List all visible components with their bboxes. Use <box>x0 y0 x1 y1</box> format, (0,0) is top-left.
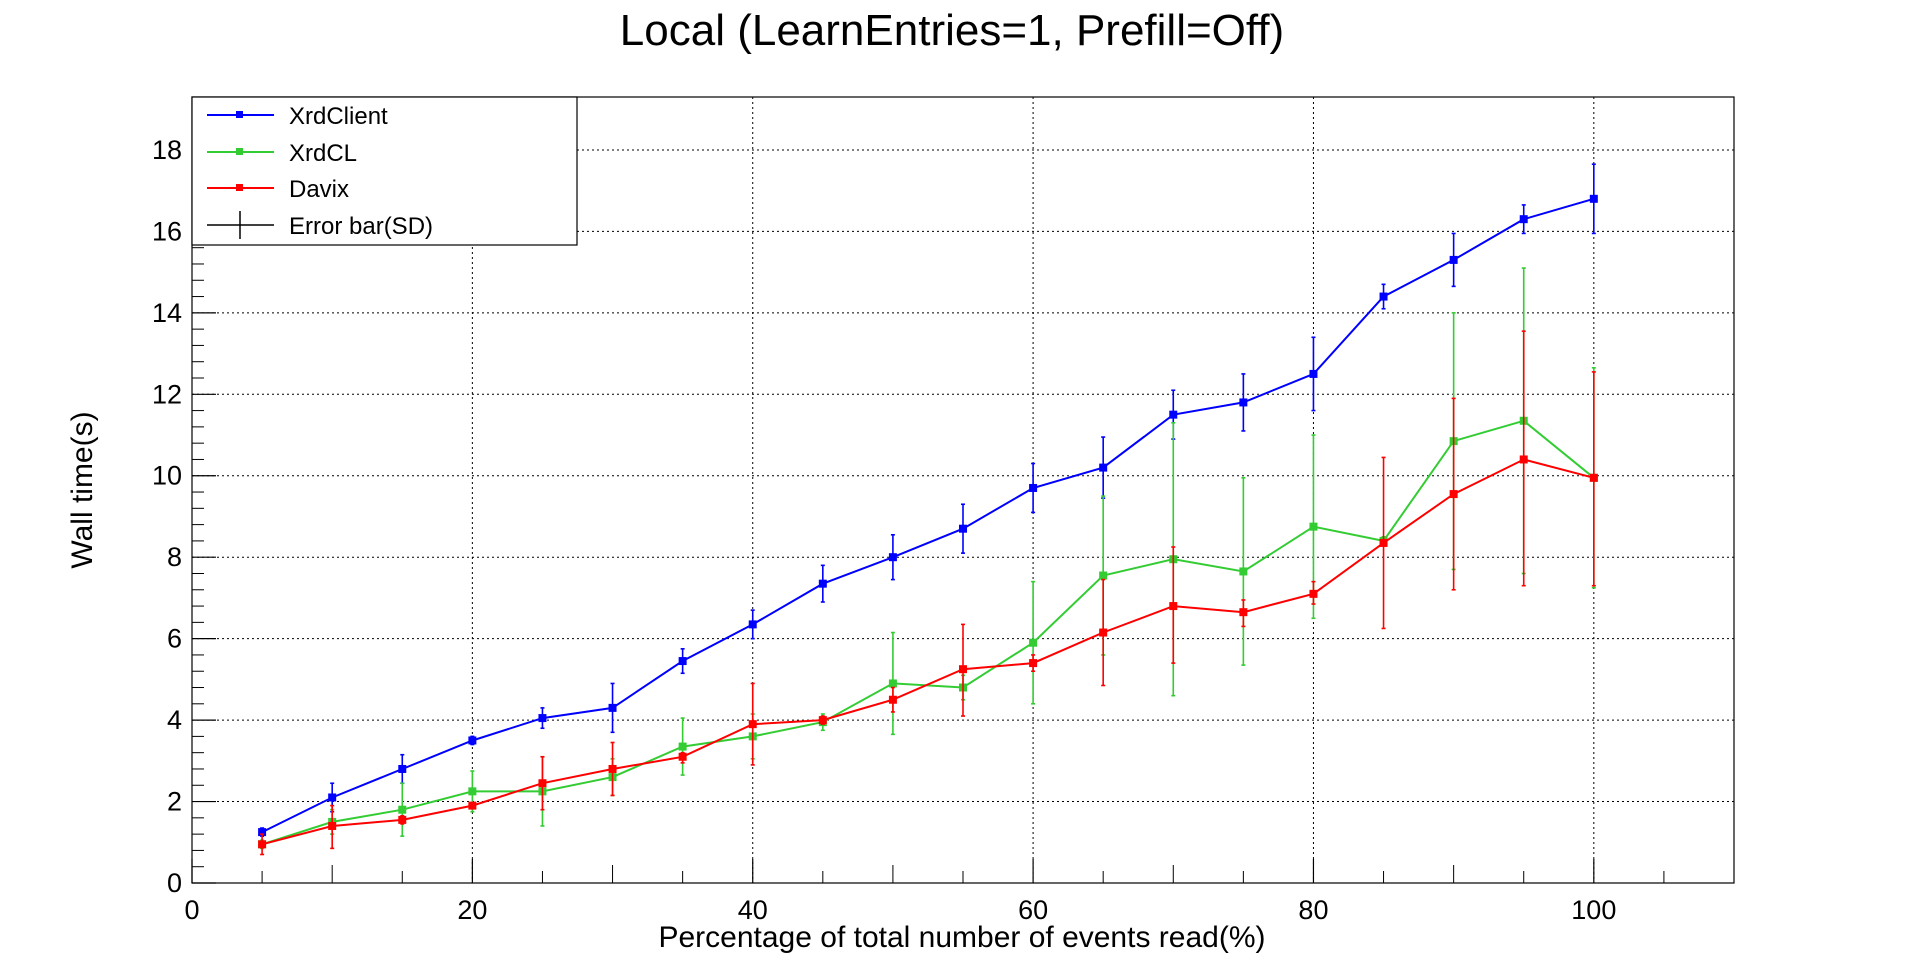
xrdcl-point <box>398 805 407 814</box>
y-tick-label: 2 <box>167 787 182 817</box>
davix-point <box>1239 608 1248 617</box>
xrdclient-point <box>748 620 757 629</box>
xrdcl-point <box>1029 638 1038 647</box>
xrdclient-point <box>1449 255 1458 264</box>
x-tick-label: 100 <box>1571 895 1616 925</box>
y-tick-label: 16 <box>152 216 182 246</box>
davix-point <box>1589 473 1598 482</box>
legend-label-xrdcl: XrdCL <box>289 140 357 167</box>
x-axis: 0 20 40 60 80 100 <box>184 859 1735 925</box>
xrdclient-point <box>328 793 337 802</box>
y-tick-label: 8 <box>167 542 182 572</box>
xrdclient-point <box>818 579 827 588</box>
xrdclient-point <box>538 714 547 723</box>
x-tick-label: 20 <box>457 895 487 925</box>
davix-point <box>1169 602 1178 611</box>
davix-point <box>1099 628 1108 637</box>
xrdcl-line <box>261 419 1595 846</box>
xrdcl-point <box>1099 571 1108 580</box>
davix-point <box>888 695 897 704</box>
x-tick-label: 40 <box>738 895 768 925</box>
xrdclient-point <box>1239 398 1248 407</box>
series-davix <box>258 330 1598 856</box>
xrdcl-point <box>1309 522 1318 531</box>
xrdclient-point <box>398 764 407 773</box>
legend-marker-xrdclient <box>236 111 243 118</box>
y-axis: 0 2 4 6 8 10 12 14 16 18 <box>152 100 216 898</box>
xrdcl-point <box>678 742 687 751</box>
xrdclient-point <box>888 553 897 562</box>
davix-point <box>608 764 617 773</box>
series-xrdclient <box>258 163 1598 837</box>
davix-point <box>258 840 267 849</box>
xrdclient-point <box>258 828 267 837</box>
xrdclient-line <box>261 197 1595 833</box>
davix-point <box>959 665 967 674</box>
y-axis-label: Wall time(s) <box>66 411 99 568</box>
xrdcl-point <box>888 679 897 688</box>
xrdclient-point <box>1589 194 1598 203</box>
davix-point <box>1449 490 1458 499</box>
legend-marker-xrdcl <box>236 148 243 155</box>
legend: XrdClient XrdCL Davix Error bar(SD) <box>191 96 578 246</box>
xrdclient-point <box>678 657 687 666</box>
davix-line <box>261 458 1595 846</box>
davix-point <box>398 815 407 824</box>
y-tick-label: 0 <box>167 868 182 898</box>
y-tick-label: 18 <box>152 135 182 165</box>
xrdclient-point <box>608 703 617 712</box>
davix-point <box>1309 589 1318 598</box>
x-tick-label: 0 <box>184 895 199 925</box>
davix-point <box>1379 538 1388 547</box>
y-tick-label: 4 <box>167 705 182 735</box>
y-tick-label: 10 <box>152 461 182 491</box>
x-tick-label: 60 <box>1018 895 1048 925</box>
davix-point <box>748 720 757 729</box>
xrdclient-point <box>1519 215 1528 224</box>
y-tick-label: 12 <box>152 379 182 409</box>
xrdclient-point <box>1029 483 1038 492</box>
xrdclient-point <box>1379 292 1388 301</box>
series-layer <box>258 163 1598 856</box>
davix-point <box>468 801 477 810</box>
xrdclient-point <box>468 736 477 745</box>
chart-title: Local (LearnEntries=1, Prefill=Off) <box>620 6 1284 55</box>
y-tick-label: 14 <box>152 298 182 328</box>
davix-point <box>1519 455 1528 464</box>
xrdclient-point <box>1099 463 1108 472</box>
davix-point <box>328 821 337 830</box>
xrdcl-point <box>468 787 477 796</box>
legend-label-xrdclient: XrdClient <box>289 103 388 130</box>
xrdclient-point <box>959 524 967 533</box>
legend-label-davix: Davix <box>289 176 349 203</box>
davix-point <box>678 752 687 761</box>
series-xrdcl <box>258 267 1598 850</box>
davix-point <box>538 779 547 788</box>
davix-point <box>818 716 827 725</box>
xrdclient-point <box>1309 369 1318 378</box>
x-tick-label: 80 <box>1298 895 1328 925</box>
legend-marker-davix <box>236 184 243 191</box>
xrdclient-point <box>1169 410 1178 419</box>
y-tick-label: 6 <box>167 624 182 654</box>
x-axis-label: Percentage of total number of events rea… <box>658 921 1265 954</box>
legend-box <box>191 96 578 246</box>
davix-point <box>1029 659 1038 668</box>
legend-label-errorbar: Error bar(SD) <box>289 213 433 240</box>
xrdcl-point <box>1239 567 1248 576</box>
